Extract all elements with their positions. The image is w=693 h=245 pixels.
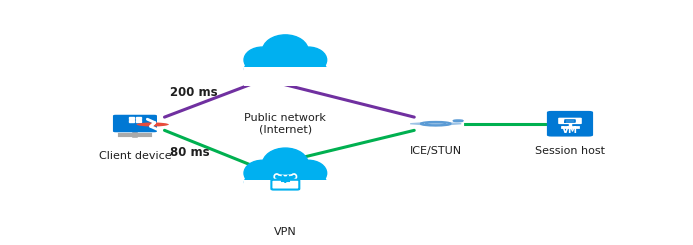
Text: VM: VM [562, 126, 578, 135]
Ellipse shape [263, 148, 308, 180]
Ellipse shape [244, 160, 281, 186]
Bar [136, 120, 141, 122]
FancyBboxPatch shape [558, 118, 582, 124]
Text: Public network
(Internet): Public network (Internet) [245, 113, 326, 135]
FancyBboxPatch shape [272, 180, 299, 190]
Ellipse shape [137, 122, 169, 126]
FancyBboxPatch shape [113, 115, 157, 132]
Text: ICE/STUN: ICE/STUN [410, 146, 462, 156]
Bar [243, 67, 327, 86]
Text: 80 ms: 80 ms [170, 147, 209, 159]
Ellipse shape [454, 120, 462, 121]
Bar [243, 180, 327, 199]
Ellipse shape [426, 122, 446, 125]
Bar [129, 120, 134, 122]
Polygon shape [409, 120, 463, 128]
FancyBboxPatch shape [547, 111, 593, 136]
Ellipse shape [290, 47, 326, 73]
Text: VPN: VPN [274, 227, 297, 236]
Bar [136, 118, 141, 119]
Text: 200 ms: 200 ms [170, 86, 218, 99]
Ellipse shape [421, 122, 450, 125]
Ellipse shape [245, 54, 326, 84]
Bar [129, 118, 134, 119]
Ellipse shape [263, 35, 308, 67]
Ellipse shape [245, 167, 326, 197]
Text: Client device: Client device [98, 151, 171, 161]
Text: Session host: Session host [535, 146, 605, 156]
Ellipse shape [244, 47, 281, 73]
Ellipse shape [290, 160, 326, 186]
